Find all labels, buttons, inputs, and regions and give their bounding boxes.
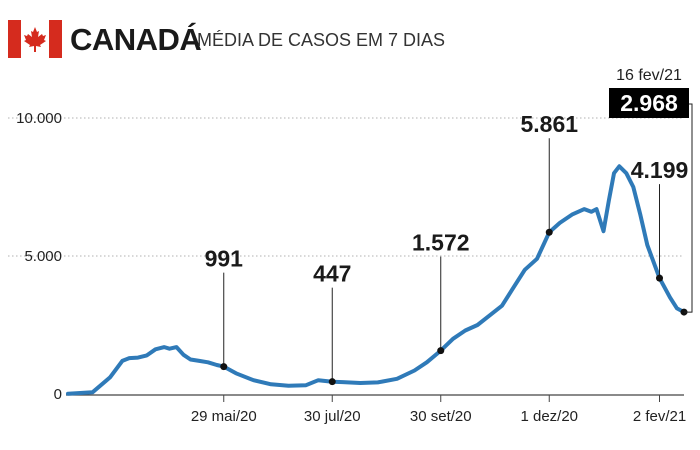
chart-subtitle: MÉDIA DE CASOS EM 7 DIAS [197, 30, 446, 50]
x-tick-label: 2 fev/21 [633, 408, 686, 425]
data-label: 447 [313, 261, 351, 287]
annotation-marker [656, 274, 663, 282]
annotation-marker [545, 228, 553, 236]
flag-right-band [49, 20, 62, 58]
y-tick-label: 10.000 [16, 110, 62, 127]
maple-leaf-icon [24, 27, 46, 52]
y-tick-label: 5.000 [24, 248, 62, 265]
canada-flag-icon [8, 20, 62, 58]
annotation-marker [437, 347, 445, 355]
x-tick-label: 29 mai/20 [191, 408, 257, 425]
country-title: CANADÁ [70, 22, 202, 57]
final-value-box [609, 88, 689, 118]
annotation-marker [328, 378, 336, 386]
series-line [66, 164, 686, 396]
flag-left-band [8, 20, 21, 58]
final-value-label: 2.968 [620, 90, 678, 116]
x-tick-label: 30 jul/20 [304, 408, 361, 425]
x-tick-label: 1 dez/20 [520, 408, 578, 425]
final-date-label: 16 fev/21 [616, 67, 682, 84]
data-label: 1.572 [412, 230, 470, 256]
data-label: 4.199 [631, 157, 689, 183]
x-tick-label: 30 set/20 [410, 408, 472, 425]
data-label: 5.861 [520, 111, 578, 137]
final-value-leader [684, 103, 693, 313]
y-tick-label: 0 [54, 386, 62, 403]
data-label: 991 [205, 246, 244, 272]
annotation-marker [220, 363, 228, 371]
